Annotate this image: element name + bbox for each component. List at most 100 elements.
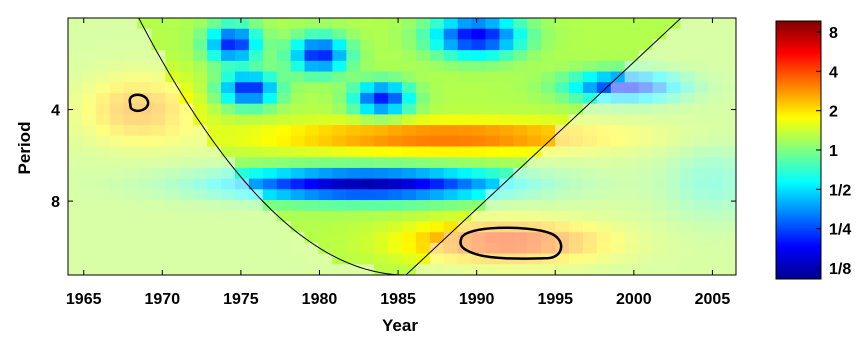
heatmap-cell (165, 232, 180, 244)
heatmap-cell (123, 28, 139, 41)
heatmap-cell (374, 232, 389, 244)
heatmap-cell (276, 92, 292, 105)
heatmap-cell (708, 253, 723, 265)
heatmap-cell (471, 232, 487, 244)
heatmap-cell (513, 210, 528, 223)
heatmap-cell (290, 39, 306, 51)
heatmap-cell (262, 157, 278, 169)
heatmap-cell (207, 103, 222, 115)
heatmap-cell (429, 114, 445, 126)
heatmap-cell (596, 18, 612, 30)
heatmap-cell (471, 221, 487, 233)
heatmap-cell (610, 232, 626, 244)
heatmap-cell (235, 178, 250, 190)
heatmap-cell (318, 125, 334, 137)
heatmap-cell (680, 189, 695, 201)
heatmap-cell (541, 200, 556, 212)
heatmap-cell (541, 210, 556, 223)
heatmap-cell (290, 167, 306, 180)
heatmap-cell (666, 92, 681, 105)
heatmap-cell (708, 210, 723, 223)
heatmap-cell (652, 125, 668, 137)
heatmap-cell (374, 50, 389, 62)
heatmap-cell (471, 114, 487, 126)
heatmap-cell (332, 210, 347, 223)
heatmap-cell (151, 60, 167, 73)
heatmap-cell (95, 157, 111, 169)
colorbar-tick-label: 1/8 (829, 261, 851, 278)
heatmap-cell (207, 125, 222, 137)
heatmap-cell (638, 242, 654, 255)
heatmap-cell (485, 82, 501, 94)
heatmap-cell (68, 82, 83, 94)
heatmap-cell (666, 167, 681, 180)
heatmap-cell (151, 242, 167, 255)
heatmap-cell (81, 253, 97, 265)
heatmap-cell (694, 264, 709, 275)
heatmap-cell (638, 125, 654, 137)
heatmap-cell (471, 103, 487, 115)
heatmap-cell (638, 221, 654, 233)
heatmap-cell (276, 178, 292, 190)
heatmap-cell (499, 167, 514, 180)
heatmap-cell (262, 103, 278, 115)
heatmap-cell (541, 242, 556, 255)
heatmap-cell (388, 178, 403, 190)
heatmap-cell (193, 71, 208, 83)
heatmap-cell (109, 264, 125, 275)
heatmap-cell (555, 82, 570, 94)
heatmap-cell (346, 60, 361, 73)
heatmap-cell (499, 50, 514, 62)
heatmap-cell (95, 167, 111, 180)
heatmap-cell (708, 28, 723, 41)
heatmap-cell (290, 189, 306, 201)
heatmap-cell (179, 210, 194, 223)
heatmap-cell (165, 167, 180, 180)
heatmap-cell (262, 39, 278, 51)
heatmap-cell (235, 167, 250, 180)
heatmap-cell (221, 189, 236, 201)
heatmap-cell (207, 242, 222, 255)
heatmap-cell (499, 242, 514, 255)
heatmap-cell (95, 103, 111, 115)
heatmap-cell (193, 92, 208, 105)
heatmap-cell (318, 189, 334, 201)
heatmap-cell (221, 210, 236, 223)
heatmap-cell (443, 210, 459, 223)
heatmap-cell (68, 242, 83, 255)
heatmap-cell (694, 60, 709, 73)
heatmap-cell (624, 114, 640, 126)
heatmap-cell (443, 60, 459, 73)
heatmap-cell (443, 125, 459, 137)
heatmap-cell (346, 242, 361, 255)
heatmap-cell (374, 18, 389, 30)
heatmap-cell (318, 242, 334, 255)
heatmap-cell (332, 135, 347, 148)
heatmap-cell (179, 232, 194, 244)
heatmap-cell (81, 264, 97, 275)
colorbar-tick-label: 4 (829, 64, 838, 81)
heatmap-cell (680, 39, 695, 51)
heatmap-cell (457, 232, 473, 244)
significance-contour (128, 93, 150, 113)
heatmap-cell (95, 135, 111, 148)
heatmap-cell (137, 253, 153, 265)
heatmap-cell (388, 189, 403, 201)
heatmap-cell (457, 253, 473, 265)
heatmap-cell (165, 189, 180, 201)
heatmap-cell (207, 82, 222, 94)
heatmap-cell (374, 135, 389, 148)
heatmap-cell (666, 157, 681, 169)
heatmap-cell (652, 167, 668, 180)
heatmap-cell (360, 253, 375, 265)
heatmap-cell (722, 157, 736, 169)
heatmap-cell (235, 157, 250, 169)
heatmap-cell (235, 82, 250, 94)
heatmap-cell (527, 221, 542, 233)
heatmap-cell (429, 103, 445, 115)
heatmap-cell (680, 167, 695, 180)
heatmap-cell (722, 114, 736, 126)
heatmap-cell (332, 103, 347, 115)
heatmap-cell (374, 92, 389, 105)
